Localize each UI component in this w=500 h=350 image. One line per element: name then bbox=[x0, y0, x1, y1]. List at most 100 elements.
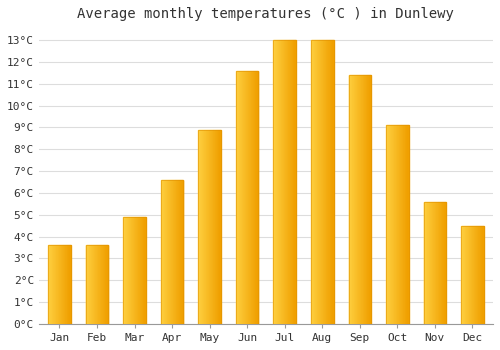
Bar bbox=[425, 202, 426, 324]
Bar bbox=[162, 180, 163, 324]
Bar bbox=[365, 75, 366, 324]
Bar bbox=[57, 245, 58, 324]
Bar bbox=[58, 245, 59, 324]
Bar bbox=[329, 40, 330, 324]
Bar bbox=[467, 226, 468, 324]
Bar bbox=[399, 125, 400, 324]
Bar bbox=[107, 245, 108, 324]
Bar bbox=[214, 130, 215, 324]
Bar bbox=[251, 71, 252, 324]
Bar bbox=[400, 125, 401, 324]
Bar bbox=[461, 226, 462, 324]
Bar bbox=[61, 245, 62, 324]
Bar bbox=[314, 40, 316, 324]
Bar bbox=[435, 202, 436, 324]
Bar bbox=[333, 40, 334, 324]
Bar bbox=[205, 130, 206, 324]
Bar bbox=[389, 125, 390, 324]
Bar bbox=[104, 245, 106, 324]
Bar bbox=[323, 40, 324, 324]
Bar bbox=[388, 125, 389, 324]
Bar bbox=[284, 40, 286, 324]
Bar bbox=[178, 180, 179, 324]
Bar bbox=[436, 202, 437, 324]
Bar bbox=[478, 226, 479, 324]
Bar bbox=[277, 40, 278, 324]
Bar bbox=[483, 226, 484, 324]
Bar bbox=[124, 217, 125, 324]
Bar bbox=[67, 245, 68, 324]
Bar bbox=[131, 217, 132, 324]
Bar bbox=[246, 71, 247, 324]
Bar bbox=[394, 125, 395, 324]
Bar bbox=[393, 125, 394, 324]
Bar bbox=[432, 202, 434, 324]
Bar bbox=[90, 245, 91, 324]
Bar bbox=[106, 245, 107, 324]
Bar bbox=[60, 245, 61, 324]
Bar bbox=[254, 71, 256, 324]
Bar bbox=[175, 180, 176, 324]
Bar bbox=[386, 125, 408, 324]
Bar bbox=[280, 40, 281, 324]
Bar bbox=[395, 125, 396, 324]
Bar bbox=[312, 40, 313, 324]
Bar bbox=[161, 180, 184, 324]
Bar bbox=[252, 71, 253, 324]
Bar bbox=[359, 75, 360, 324]
Bar bbox=[199, 130, 200, 324]
Bar bbox=[468, 226, 469, 324]
Bar bbox=[275, 40, 276, 324]
Bar bbox=[168, 180, 169, 324]
Bar bbox=[288, 40, 289, 324]
Bar bbox=[100, 245, 102, 324]
Bar bbox=[86, 245, 87, 324]
Bar bbox=[316, 40, 317, 324]
Bar bbox=[52, 245, 54, 324]
Bar bbox=[402, 125, 404, 324]
Bar bbox=[137, 217, 138, 324]
Bar bbox=[429, 202, 430, 324]
Bar bbox=[356, 75, 357, 324]
Bar bbox=[283, 40, 284, 324]
Bar bbox=[282, 40, 283, 324]
Bar bbox=[182, 180, 184, 324]
Bar bbox=[125, 217, 126, 324]
Bar bbox=[294, 40, 295, 324]
Bar bbox=[362, 75, 363, 324]
Bar bbox=[166, 180, 167, 324]
Bar bbox=[407, 125, 408, 324]
Bar bbox=[241, 71, 242, 324]
Bar bbox=[348, 75, 350, 324]
Bar bbox=[244, 71, 245, 324]
Bar bbox=[68, 245, 69, 324]
Bar bbox=[311, 40, 334, 324]
Bar bbox=[401, 125, 402, 324]
Bar bbox=[390, 125, 392, 324]
Bar bbox=[96, 245, 97, 324]
Bar bbox=[466, 226, 467, 324]
Bar bbox=[170, 180, 172, 324]
Bar bbox=[351, 75, 352, 324]
Bar bbox=[167, 180, 168, 324]
Bar bbox=[472, 226, 473, 324]
Bar bbox=[240, 71, 241, 324]
Bar bbox=[353, 75, 354, 324]
Bar bbox=[424, 202, 446, 324]
Bar bbox=[256, 71, 257, 324]
Bar bbox=[138, 217, 139, 324]
Bar bbox=[236, 71, 258, 324]
Bar bbox=[127, 217, 128, 324]
Bar bbox=[477, 226, 478, 324]
Bar bbox=[103, 245, 104, 324]
Bar bbox=[63, 245, 64, 324]
Bar bbox=[50, 245, 51, 324]
Bar bbox=[143, 217, 144, 324]
Bar bbox=[293, 40, 294, 324]
Bar bbox=[465, 226, 466, 324]
Bar bbox=[139, 217, 140, 324]
Bar bbox=[287, 40, 288, 324]
Bar bbox=[464, 226, 465, 324]
Bar bbox=[164, 180, 166, 324]
Bar bbox=[87, 245, 88, 324]
